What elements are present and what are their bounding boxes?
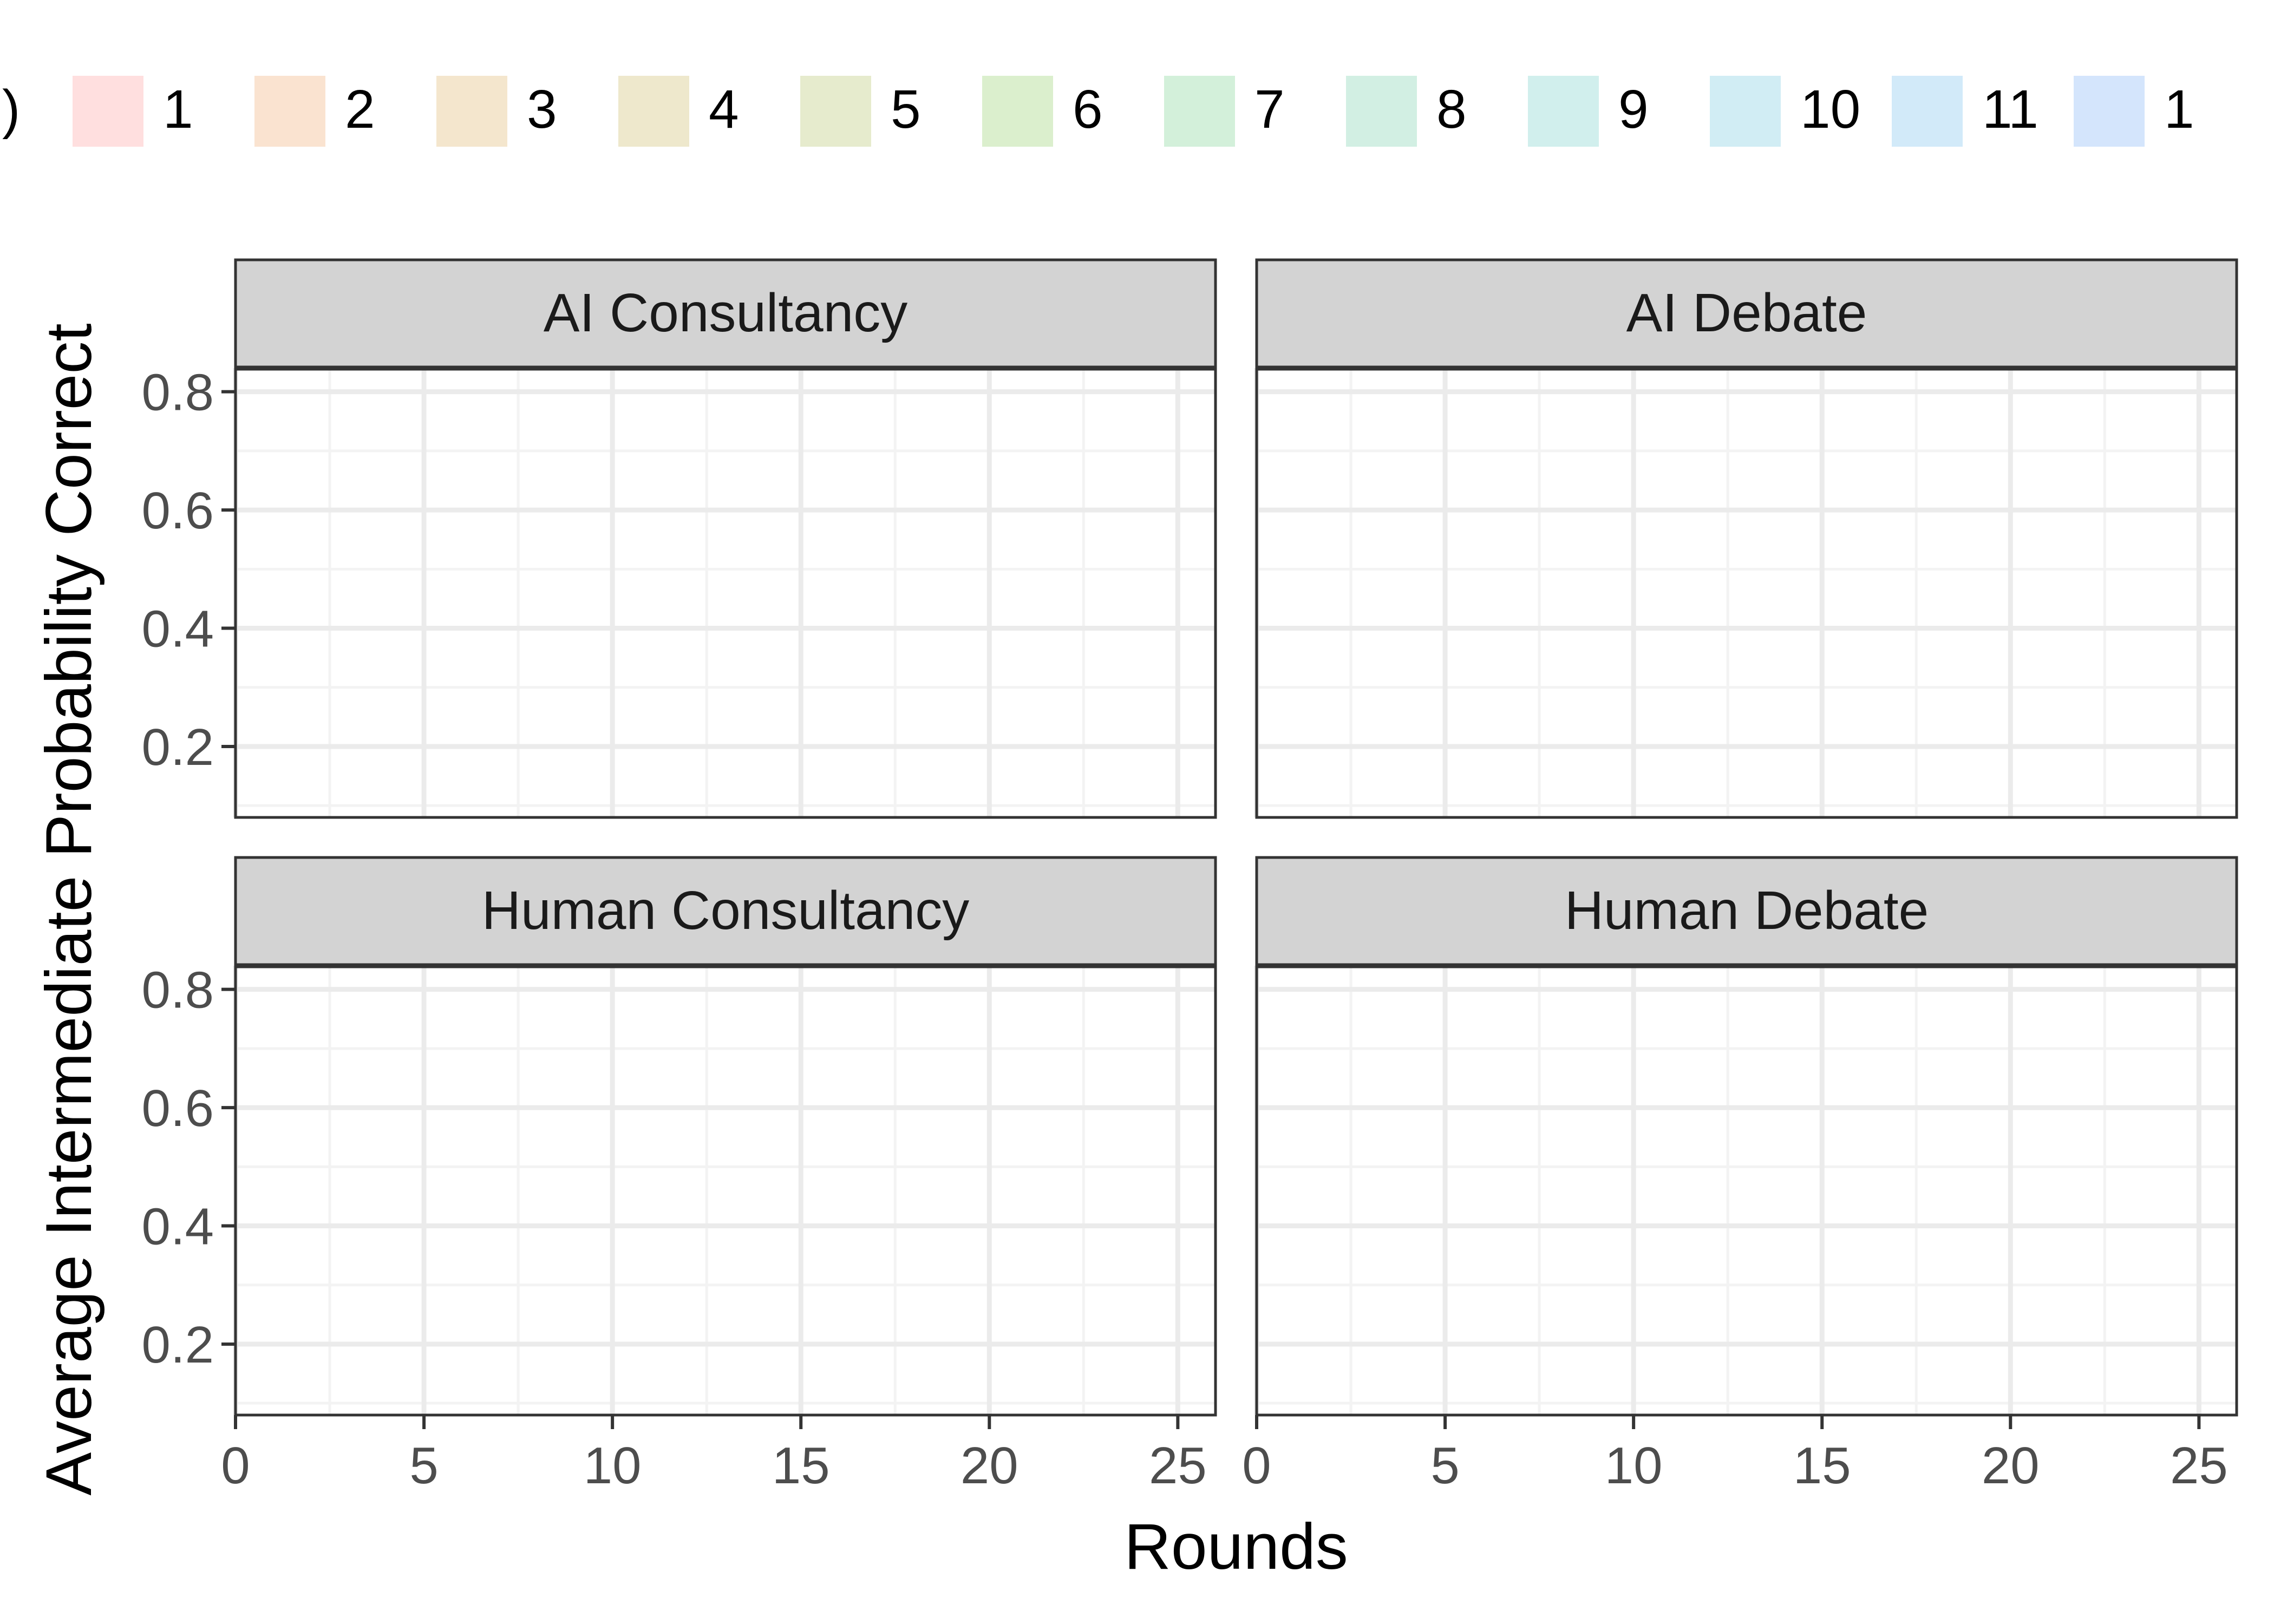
x-tick-label: 0	[1242, 1437, 1271, 1495]
facet-panel: AI Debate	[1254, 258, 2238, 819]
y-tick-label: 0.6	[142, 1079, 214, 1137]
y-tick-label: 0.8	[142, 961, 214, 1019]
y-tick-label: 0.8	[142, 364, 214, 422]
legend-swatch	[1710, 76, 1781, 147]
legend-swatch	[2074, 76, 2145, 147]
facet-strip	[1255, 258, 2238, 370]
legend-swatch	[618, 76, 689, 147]
facet-panels: AI Consultancy 0.2 0.4 0.6 0.8 AI Debate Human…	[142, 258, 2238, 1495]
facet-title: Human Consultancy	[482, 880, 969, 941]
x-tick-label: 15	[772, 1437, 830, 1495]
x-tick-label: 0	[221, 1437, 250, 1495]
facet-panel: AI Consultancy 0.2 0.4 0.6 0.8	[142, 258, 1217, 819]
legend-swatch	[982, 76, 1053, 147]
legend-label: 11	[1982, 79, 2038, 140]
x-axis-title: Rounds	[1124, 1510, 1348, 1583]
y-tick-label: 0.2	[142, 718, 214, 776]
legend-swatch	[1164, 76, 1235, 147]
legend-swatch	[1528, 76, 1599, 147]
legend-label: 4	[709, 79, 739, 140]
legend-label: 3	[527, 79, 557, 140]
legend-swatch	[800, 76, 871, 147]
x-tick-label: 10	[1605, 1437, 1663, 1495]
x-tick-label: 25	[1149, 1437, 1207, 1495]
legend-label: 5	[891, 79, 921, 140]
facet-title: Human Debate	[1565, 880, 1929, 941]
legend-swatch	[436, 76, 507, 147]
legend-label: 7	[1254, 79, 1285, 140]
x-tick-label: 15	[1793, 1437, 1851, 1495]
legend-swatch	[1346, 76, 1417, 147]
axis-titles: Rounds Average Intermediate Probability …	[32, 323, 1348, 1583]
panel-background	[1257, 966, 2237, 1415]
legend-label: 1	[163, 79, 193, 140]
legend-label: 2	[345, 79, 375, 140]
facet-panel: Human Consultancy 0.2 0.4 0.6 0.8 0 5 10 15 20 25	[142, 856, 1217, 1495]
panel-background	[236, 368, 1216, 817]
facet-strip	[234, 856, 1217, 967]
legend-label: 10	[1800, 79, 1860, 140]
legend-label: 8	[1436, 79, 1467, 140]
facet-strip	[1255, 856, 2238, 967]
legend-label: 9	[1618, 79, 1649, 140]
y-tick-label: 0.4	[142, 600, 214, 658]
y-tick-label: 0.6	[142, 482, 214, 540]
y-tick-label: 0.2	[142, 1316, 214, 1374]
legend-swatch	[1892, 76, 1963, 147]
y-axis-title: Average Intermediate Probability Correct	[32, 323, 105, 1496]
x-tick-label: 10	[584, 1437, 642, 1495]
panel-background	[236, 966, 1216, 1415]
legend-label: 1	[2164, 79, 2194, 140]
x-tick-label: 25	[2170, 1437, 2228, 1495]
facet-title: AI Debate	[1626, 283, 1867, 343]
facet-title: AI Consultancy	[544, 283, 908, 343]
facet-panel: Human Debate 0 5 10 15 20 25	[1242, 856, 2238, 1495]
legend-title-fragment: )	[2, 79, 20, 140]
legend-swatch	[254, 76, 325, 147]
y-tick-label: 0.4	[142, 1198, 214, 1256]
x-tick-label: 20	[1982, 1437, 2040, 1495]
panel-background	[1257, 368, 2237, 817]
legend-swatch	[73, 76, 143, 147]
legend-label: 6	[1073, 79, 1103, 140]
x-tick-label: 5	[409, 1437, 438, 1495]
x-tick-label: 5	[1430, 1437, 1459, 1495]
x-tick-label: 20	[960, 1437, 1018, 1495]
legend: ) 1 2 3 4 5 6 7 8 9 10 11 1	[2, 76, 2194, 147]
facet-strip	[234, 258, 1217, 370]
